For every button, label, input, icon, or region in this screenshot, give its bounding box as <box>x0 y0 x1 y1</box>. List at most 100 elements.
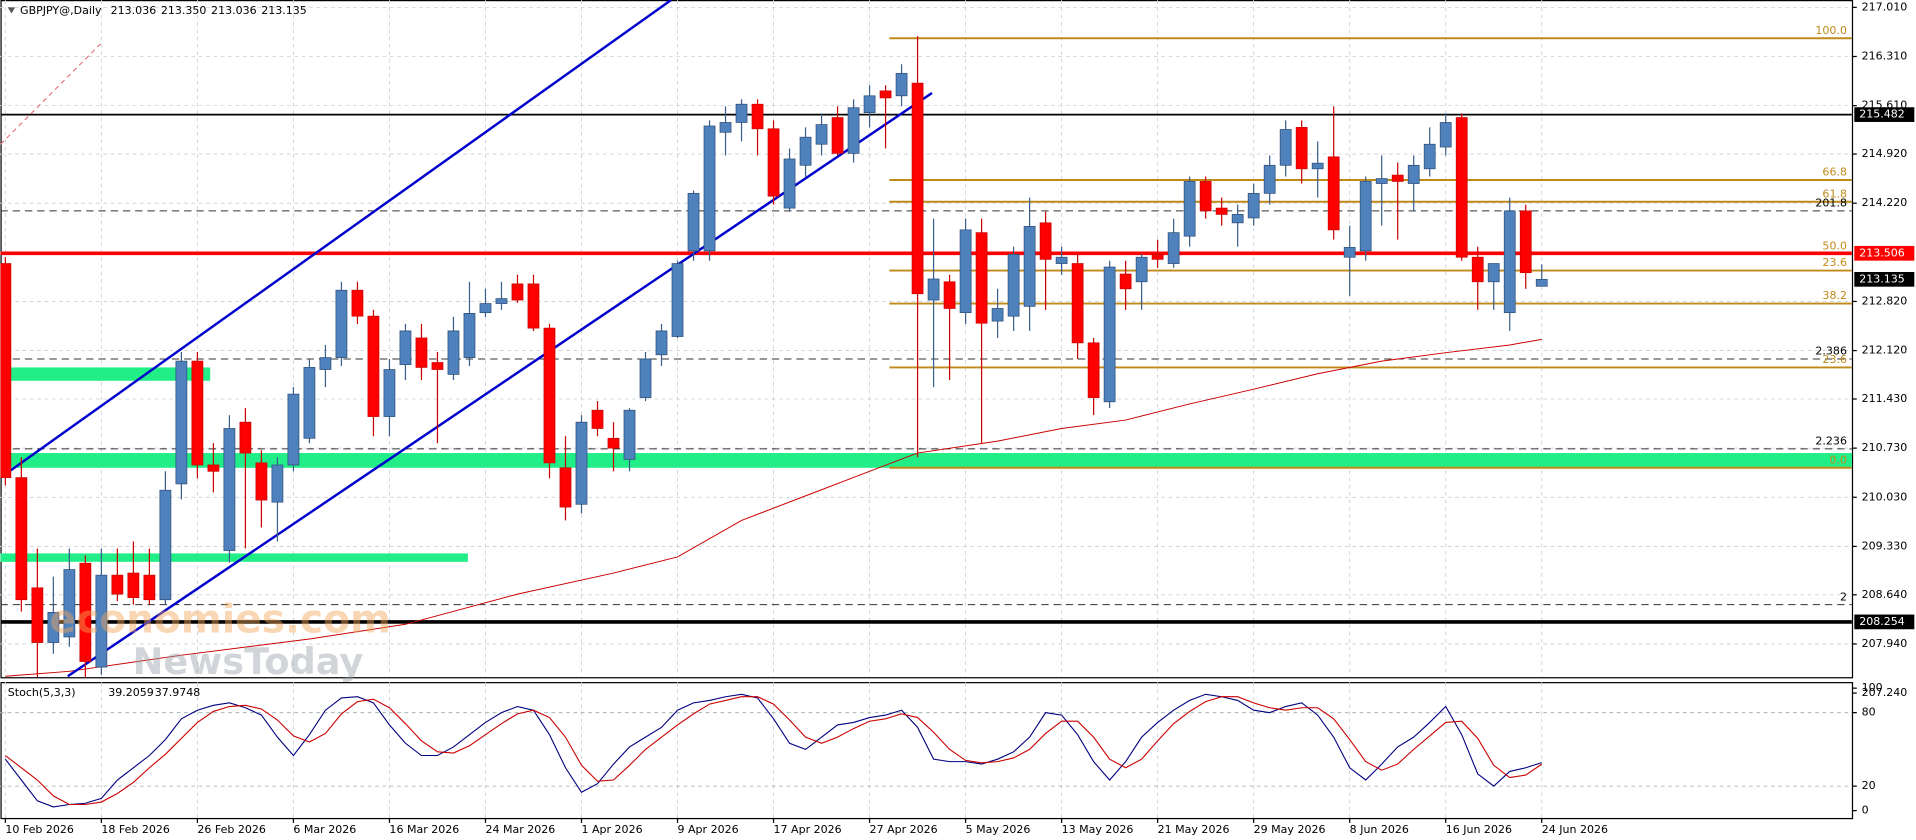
candle-body <box>479 303 492 314</box>
ohlc-label: 213.350 <box>161 4 207 17</box>
dashed-level-label: 2 <box>1840 590 1847 603</box>
price-plot <box>0 0 1852 678</box>
candle-body <box>815 124 828 145</box>
y-tick-label: 20 <box>1862 779 1876 792</box>
fib-label: 66.8 <box>1822 166 1847 179</box>
x-tick-label: 17 Apr 2026 <box>774 823 842 836</box>
x-tick-label: 8 Jun 2026 <box>1350 823 1409 836</box>
candle-body <box>223 428 236 551</box>
candle-body <box>95 574 108 668</box>
candle-body <box>1311 162 1324 170</box>
candle-body <box>575 421 588 505</box>
dashed-level-label: 2.236 <box>1815 434 1847 447</box>
y-tick-label: 216.310 <box>1862 49 1908 62</box>
x-tick-label: 29 May 2026 <box>1254 823 1326 836</box>
fib-label: 0.0 <box>1829 453 1847 466</box>
candle-body <box>991 308 1004 322</box>
fib-label: 23.6 <box>1822 256 1847 269</box>
y-tick-label: 217.010 <box>1862 0 1908 13</box>
candle-body <box>495 298 508 304</box>
candle-body <box>127 572 140 598</box>
candle-body <box>1199 181 1212 212</box>
ohlc-label: 213.036 <box>211 4 257 17</box>
y-tick-label: 100 <box>1862 681 1883 694</box>
zone <box>0 553 468 562</box>
candle-body <box>1263 164 1276 194</box>
candle-body <box>655 330 668 356</box>
x-tick-label: 18 Feb 2026 <box>101 823 170 836</box>
zone <box>0 367 211 381</box>
candle-body <box>1423 143 1436 170</box>
candle-body <box>1071 263 1084 344</box>
candle-body <box>47 611 60 643</box>
candle-body <box>175 360 188 485</box>
candle-body <box>735 103 748 123</box>
candle-body <box>1215 207 1228 215</box>
trend-line <box>0 0 672 479</box>
price-box <box>1854 245 1915 261</box>
candle-body <box>1183 181 1196 237</box>
trend-line <box>0 43 101 145</box>
candle-body <box>623 409 636 460</box>
price-box <box>1854 271 1915 287</box>
candle-body <box>703 125 716 252</box>
candle-body <box>783 158 796 209</box>
fib-label: 50.0 <box>1822 239 1847 252</box>
candle-body <box>1135 256 1148 283</box>
candle-body <box>1327 156 1340 231</box>
candle-body <box>1167 232 1180 264</box>
candle-body <box>1151 254 1164 260</box>
x-tick-label: 24 Jun 2026 <box>1542 823 1608 836</box>
candle-body <box>319 357 332 370</box>
x-tick-label: 21 May 2026 <box>1158 823 1230 836</box>
dashed-level-label: 2.386 <box>1815 345 1847 358</box>
candle-body <box>447 330 460 375</box>
indicator-value: 39.2059 <box>108 686 154 699</box>
candle-body <box>1359 181 1372 252</box>
fib-label: 23.6 <box>1822 353 1847 366</box>
candle-body <box>671 263 684 337</box>
fib-label: 61.8 <box>1822 187 1847 200</box>
candle-body <box>959 229 972 314</box>
candle-body <box>879 90 892 99</box>
y-tick-label: 207.940 <box>1862 637 1908 650</box>
candle-body <box>607 437 620 449</box>
indicator-value: 37.9748 <box>155 686 201 699</box>
watermark: economies.com <box>49 598 390 643</box>
candle-body <box>1231 214 1244 224</box>
candle-body <box>1455 117 1468 258</box>
indicator-line <box>4 693 1542 808</box>
candle-body <box>0 263 12 478</box>
candle-body <box>831 117 844 154</box>
candle-body <box>1055 256 1068 264</box>
candle-body <box>767 128 780 197</box>
candle-body <box>1023 225 1036 307</box>
candle-body <box>1007 254 1020 317</box>
y-tick-label: 210.030 <box>1862 490 1908 503</box>
candle-body <box>847 107 860 154</box>
candle-body <box>159 489 172 601</box>
symbol-icon <box>7 7 16 14</box>
y-tick-label: 208.640 <box>1862 588 1908 601</box>
candle-body <box>1039 222 1052 260</box>
y-tick-label: 80 <box>1862 706 1876 719</box>
candle-body <box>1087 342 1100 398</box>
y-tick-label: 0 <box>1862 804 1869 817</box>
watermark: NewsToday <box>133 640 364 683</box>
moving-average <box>5 338 1542 677</box>
candle-body <box>15 477 28 601</box>
price-box-label: 215.482 <box>1859 108 1905 121</box>
x-tick-label: 27 Apr 2026 <box>870 823 938 836</box>
candle-body <box>191 360 204 466</box>
candle-body <box>1503 210 1516 314</box>
ohlc-label: 213.036 <box>111 4 157 17</box>
panel-frame <box>0 682 1854 820</box>
fib-label: 38.2 <box>1822 289 1847 302</box>
indicator-line <box>5 696 1543 806</box>
candle-body <box>1391 174 1404 182</box>
y-tick-label: 214.220 <box>1862 196 1908 209</box>
candle-body <box>143 574 156 601</box>
candle-body <box>351 289 364 317</box>
